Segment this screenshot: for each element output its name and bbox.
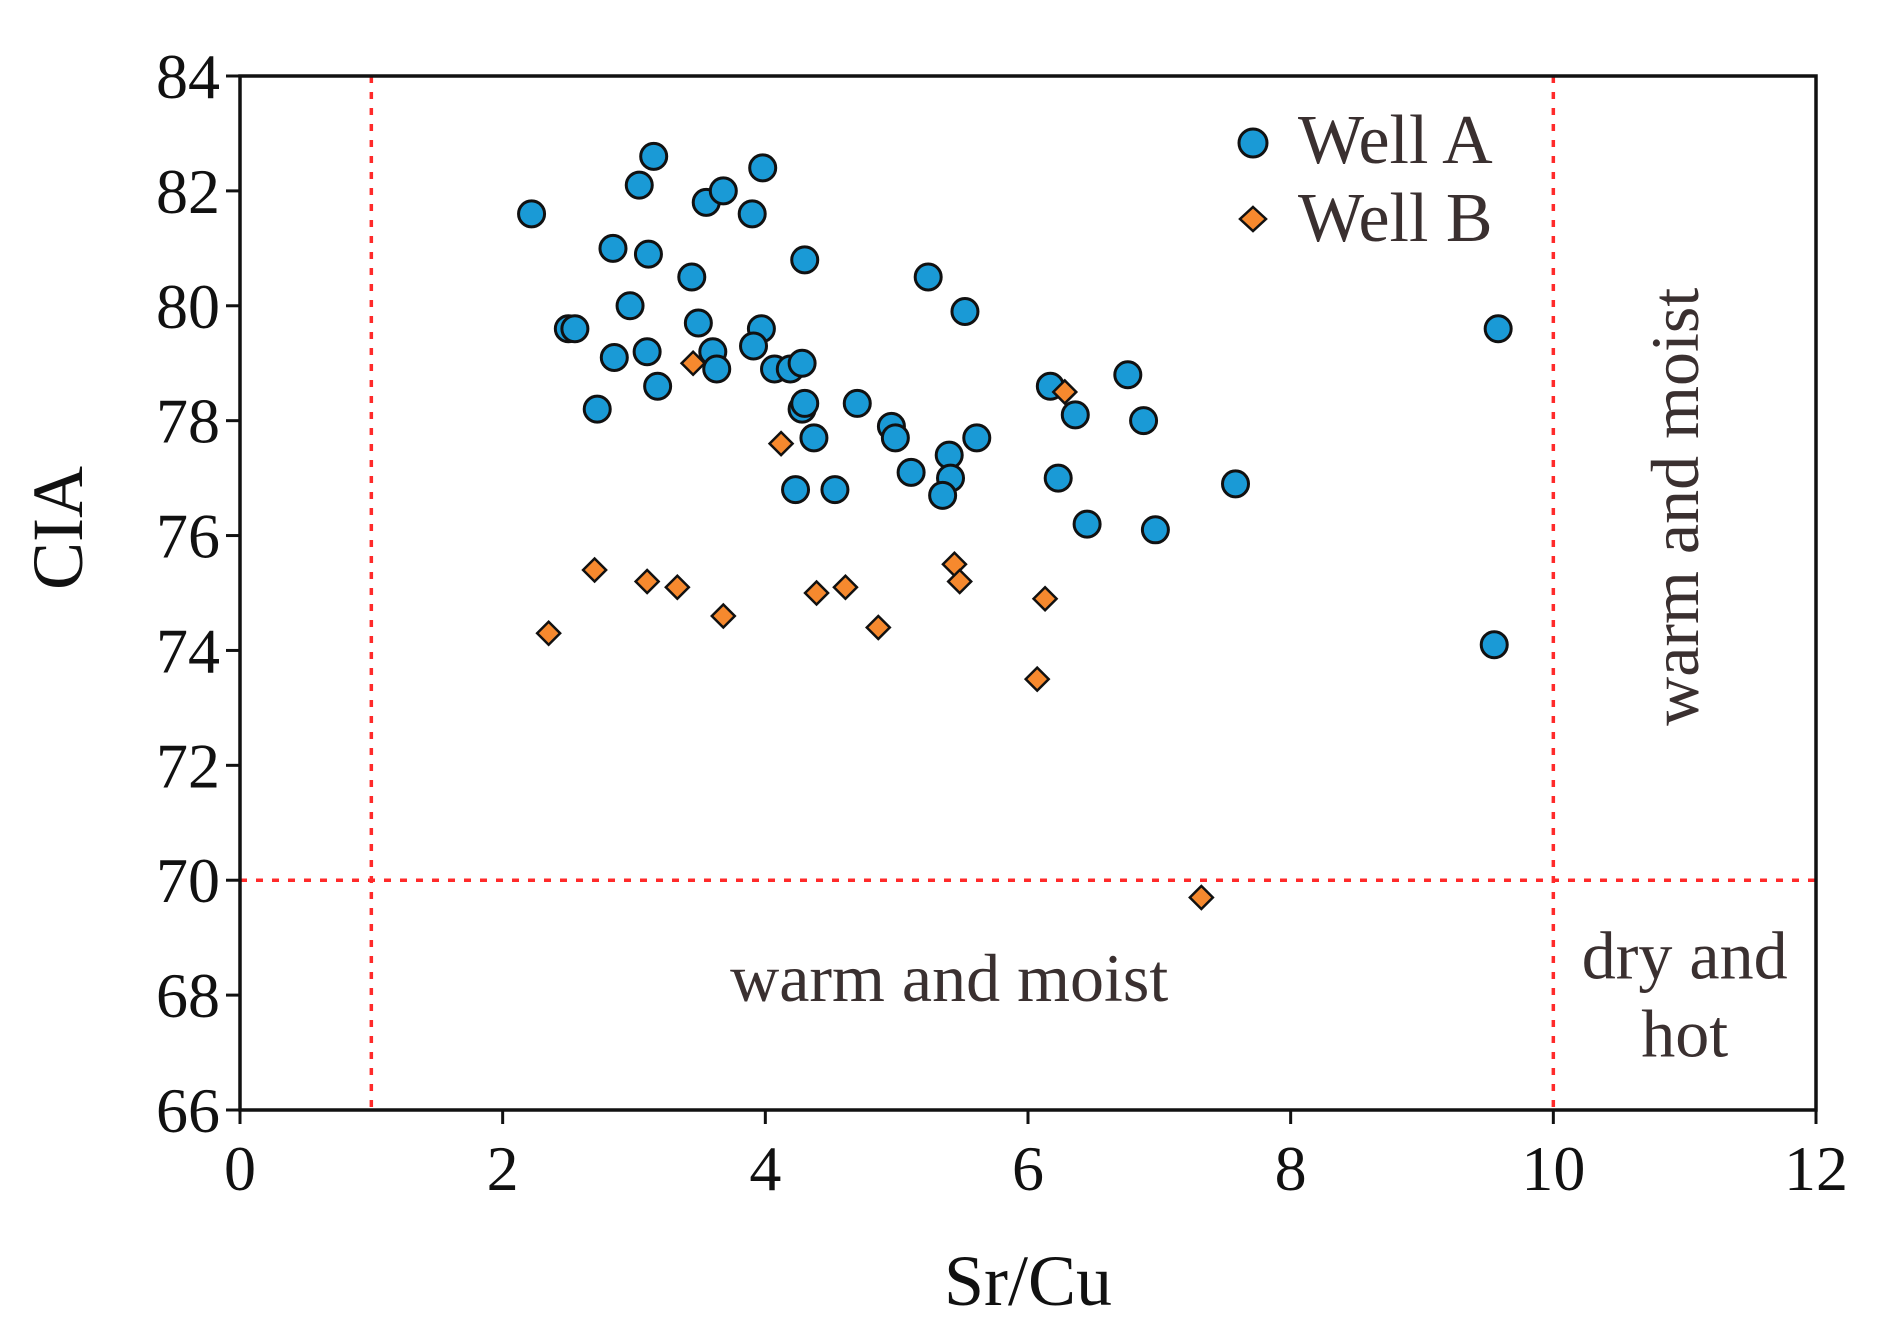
- y-tick-label: 70: [156, 845, 220, 916]
- point-well-a: [799, 423, 829, 453]
- point-well-a: [739, 331, 769, 361]
- point-well-a: [1140, 515, 1170, 545]
- reference-lines: [240, 76, 1816, 1110]
- point-well-a: [1479, 630, 1509, 660]
- y-tick-label: 78: [156, 386, 220, 457]
- data-points: [517, 141, 1513, 911]
- point-well-a: [643, 371, 673, 401]
- point-well-b: [803, 579, 830, 607]
- x-tick-label: 10: [1521, 1133, 1585, 1204]
- point-well-a: [639, 141, 669, 171]
- region-label-1: warm and moist: [1637, 288, 1713, 726]
- point-well-a: [560, 314, 590, 344]
- x-axis-ticks: 0 2 4 6 8 10 12: [224, 1110, 1848, 1204]
- point-well-a: [842, 388, 872, 418]
- y-axis-title: CIA: [18, 466, 98, 590]
- plot-frame: [238, 74, 1818, 1112]
- point-well-b: [1051, 378, 1079, 406]
- point-well-a: [582, 394, 612, 424]
- point-well-a: [677, 262, 707, 292]
- point-well-b: [633, 568, 661, 595]
- point-well-b: [946, 568, 973, 595]
- point-well-a: [913, 262, 943, 292]
- point-well-b: [865, 614, 892, 641]
- y-tick-label: 68: [156, 960, 220, 1031]
- point-well-a: [1483, 314, 1513, 344]
- y-tick-label: 82: [156, 156, 220, 227]
- point-well-b: [832, 573, 859, 601]
- legend-label-well-a: Well A: [1298, 102, 1493, 179]
- point-well-a: [1221, 469, 1251, 499]
- y-tick-label: 66: [156, 1075, 220, 1146]
- y-tick-label: 72: [156, 730, 220, 801]
- point-well-b: [767, 430, 795, 457]
- point-well-a: [781, 475, 811, 505]
- point-well-a: [1072, 509, 1102, 539]
- point-well-b: [1031, 585, 1059, 613]
- x-tick-label: 0: [224, 1133, 256, 1204]
- point-well-a: [1043, 463, 1073, 493]
- x-axis-title: Sr/Cu: [944, 1241, 1112, 1321]
- point-well-a: [737, 199, 767, 229]
- legend-marker-well-b: [1238, 205, 1268, 233]
- point-well-b: [1023, 665, 1051, 693]
- point-well-a: [787, 348, 817, 378]
- point-well-a: [633, 239, 663, 269]
- legend: Well A Well B: [1237, 102, 1493, 257]
- point-well-a: [517, 199, 547, 229]
- point-well-a: [880, 423, 910, 453]
- point-well-a: [928, 480, 958, 510]
- point-well-a: [683, 308, 713, 338]
- x-tick-label: 12: [1784, 1133, 1848, 1204]
- legend-label-well-b: Well B: [1298, 180, 1493, 257]
- point-well-a: [708, 176, 738, 206]
- y-tick-label: 74: [156, 615, 220, 686]
- point-well-b: [581, 556, 608, 584]
- region-label-line: hot: [1641, 995, 1728, 1071]
- y-axis-ticks: 66 68 70 72 74 76 78 80 82 84: [156, 41, 240, 1146]
- point-well-a: [820, 475, 850, 505]
- point-well-b: [710, 602, 737, 630]
- x-tick-label: 2: [487, 1133, 519, 1204]
- point-well-b: [679, 349, 707, 377]
- region-labels: warm and moist warm and moist dry and hot: [730, 288, 1787, 1072]
- region-label-line: dry and: [1582, 917, 1788, 993]
- y-tick-label: 84: [156, 41, 220, 112]
- point-well-a: [1129, 406, 1159, 436]
- point-well-a: [790, 245, 820, 275]
- x-tick-label: 6: [1012, 1133, 1044, 1204]
- legend-marker-well-a: [1237, 127, 1269, 159]
- point-well-a: [632, 337, 662, 367]
- point-well-b: [1188, 884, 1215, 911]
- region-label-0: warm and moist: [730, 940, 1168, 1016]
- point-well-a: [790, 388, 820, 418]
- point-well-a: [950, 297, 980, 327]
- y-tick-label: 76: [156, 501, 220, 572]
- y-tick-label: 80: [156, 271, 220, 342]
- point-well-a: [896, 457, 926, 487]
- point-well-a: [615, 291, 645, 321]
- x-tick-label: 4: [749, 1133, 781, 1204]
- point-well-a: [1060, 400, 1090, 430]
- point-well-a: [598, 233, 628, 263]
- point-well-a: [962, 423, 992, 453]
- point-well-b: [664, 573, 691, 601]
- point-well-a: [702, 354, 732, 384]
- point-well-a: [624, 170, 654, 200]
- x-tick-label: 8: [1275, 1133, 1307, 1204]
- point-well-a: [1113, 360, 1143, 390]
- point-well-a: [748, 153, 778, 183]
- region-label-2: dry and hot: [1582, 917, 1788, 1071]
- point-well-a: [599, 342, 629, 372]
- point-well-b: [535, 619, 562, 647]
